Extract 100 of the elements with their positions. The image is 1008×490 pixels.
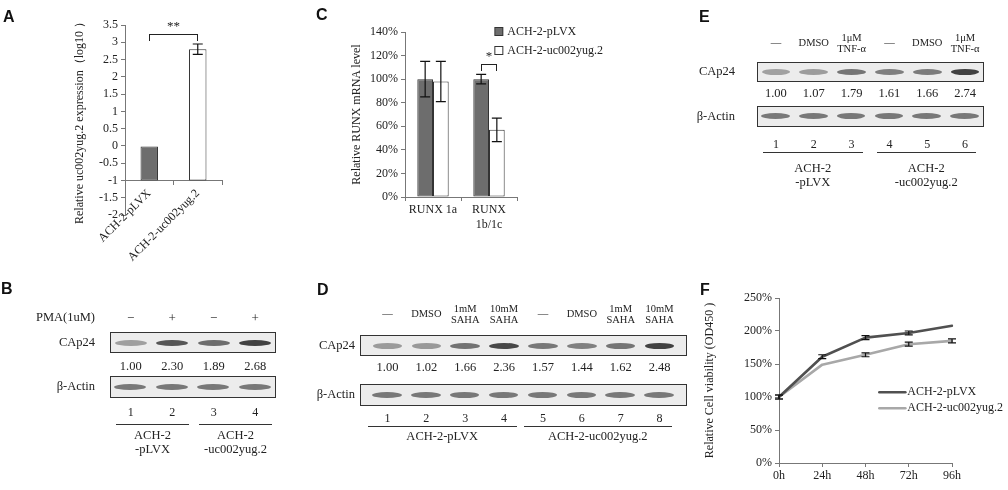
annotation: **	[167, 17, 180, 33]
data-label: 1.61	[878, 86, 901, 101]
annotation: 1mM SAHA	[606, 302, 635, 326]
text: DMSO	[798, 37, 829, 49]
y-tick-label: 80%	[376, 94, 398, 109]
x-tick-label: 7	[617, 410, 624, 425]
x-tick-label: 6	[962, 136, 969, 151]
y-tick-label: 0	[112, 138, 118, 153]
text: +	[168, 309, 176, 326]
x-tick-label: 48h	[856, 468, 875, 483]
chart-title: C	[316, 6, 328, 23]
y-axis-title: Relative uc002yug.2 expression（log10 ）	[72, 16, 87, 224]
x-tick-label: 2	[810, 136, 817, 151]
text: ACH-2 -uc002yug.2	[204, 428, 267, 456]
data-label: 2.30	[161, 359, 184, 374]
x-tick-label: 8	[656, 410, 663, 425]
data-label: 1.57	[532, 360, 554, 375]
legend-label: ACH-2-pLVX	[907, 384, 977, 399]
y-tick-label: 0%	[756, 455, 772, 470]
data-label: 2.48	[648, 360, 671, 375]
data-label: 1.89	[202, 359, 225, 374]
data-label: 1.07	[802, 86, 825, 101]
y-tick-label: 0%	[382, 189, 398, 204]
annotation: 10mM SAHA	[645, 302, 674, 326]
y-tick-label: 3.5	[103, 17, 118, 32]
x-tick-label: RUNX 1b/1c	[471, 202, 507, 231]
x-tick-label: 5	[924, 136, 931, 151]
y-tick-label: 60%	[376, 118, 398, 133]
y-tick-label: 100%	[370, 71, 398, 86]
x-tick-label: 1	[127, 404, 134, 419]
x-tick-label: 4	[501, 410, 508, 425]
y-tick-label: 200%	[744, 323, 772, 338]
text: DMSO	[411, 308, 442, 320]
text: DMSO	[566, 308, 597, 320]
data-label: 1.02	[415, 360, 438, 375]
text: —	[770, 37, 782, 49]
data-label: 1.62	[609, 360, 632, 375]
y-tick-label: 150%	[744, 356, 772, 371]
y-tick-label: 2.5	[103, 51, 118, 66]
y-tick-label: 250%	[744, 290, 772, 305]
chart-title: D	[317, 281, 329, 298]
legend-label: ACH-2-pLVX	[507, 23, 577, 38]
legend-label: ACH-2-uc002yug.2	[507, 42, 603, 57]
x-tick-label: 5	[539, 410, 546, 425]
y-tick-label: CAp24	[58, 334, 95, 350]
data-label: 1.66	[916, 86, 939, 101]
y-axis-title: Relative Cell viability (OD450 )	[702, 302, 717, 459]
y-tick-label: β-Actin	[56, 379, 95, 394]
text: ACH-2 -pLVX	[794, 161, 832, 189]
x-tick-label: 96h	[943, 468, 961, 483]
x-tick-label: 3	[848, 136, 855, 151]
annotation: 1μM TNF-α	[837, 31, 866, 55]
y-tick-label: 40%	[376, 142, 398, 157]
data-label: 2.68	[244, 359, 267, 374]
text: —	[382, 308, 393, 320]
x-tick-label: 2	[423, 410, 430, 425]
text: ACH-2 -pLVX	[134, 428, 171, 456]
data-label: 2.36	[493, 360, 515, 375]
y-tick-label: 3	[112, 34, 118, 49]
y-tick-label: 1.5	[103, 86, 118, 101]
y-tick-label: 1	[112, 103, 118, 118]
y-tick-label: CAp24	[318, 337, 355, 353]
text: +	[251, 309, 259, 326]
y-tick-label: 20%	[376, 165, 398, 180]
y-tick-label: 0.5	[103, 120, 118, 135]
annotation: 1μM TNF-α	[950, 31, 980, 55]
y-tick-label: β-Actin	[316, 387, 355, 402]
text: —	[537, 308, 549, 320]
chart-title: A	[3, 8, 15, 25]
x-tick-label: 6	[578, 410, 585, 425]
x-tick-label: 3	[462, 410, 469, 425]
text: ACH-2-uc002yug.2	[547, 429, 648, 444]
y-tick-label: β-Actin	[696, 108, 735, 124]
y-tick-label: 2	[112, 68, 118, 83]
chart-title: E	[699, 8, 710, 25]
text: DMSO	[912, 37, 943, 49]
x-tick-label: 0h	[773, 468, 785, 483]
y-axis-title: Relative RUNX mRNA level	[349, 43, 364, 185]
annotation: 1mM SAHA	[450, 302, 480, 326]
data-label: 1.00	[119, 359, 142, 374]
y-tick-label: -1	[108, 172, 118, 187]
x-tick-label: 24h	[813, 468, 832, 483]
text: ACH-2 -uc002yug.2	[894, 161, 958, 189]
data-label: 1.44	[570, 360, 593, 375]
x-tick-label: RUNX 1a	[408, 202, 458, 217]
text: —	[884, 37, 895, 49]
chart-title: F	[700, 281, 710, 298]
data-label: 1.00	[764, 86, 787, 101]
y-tick-label: -0.5	[99, 155, 118, 170]
y-tick-label: 140%	[370, 24, 398, 39]
annotation: *	[485, 48, 493, 64]
annotation: 10mM SAHA	[489, 302, 519, 326]
data-label: 1.00	[376, 360, 399, 375]
y-tick-label: 120%	[370, 47, 398, 62]
x-tick-label: 72h	[899, 468, 918, 483]
text: ACH-2-pLVX	[406, 429, 479, 444]
x-axis-title: PMA(1uM)	[35, 310, 95, 325]
data-label: 1.66	[454, 360, 477, 375]
y-tick-label: 100%	[744, 389, 772, 404]
chart-title: B	[1, 280, 13, 297]
